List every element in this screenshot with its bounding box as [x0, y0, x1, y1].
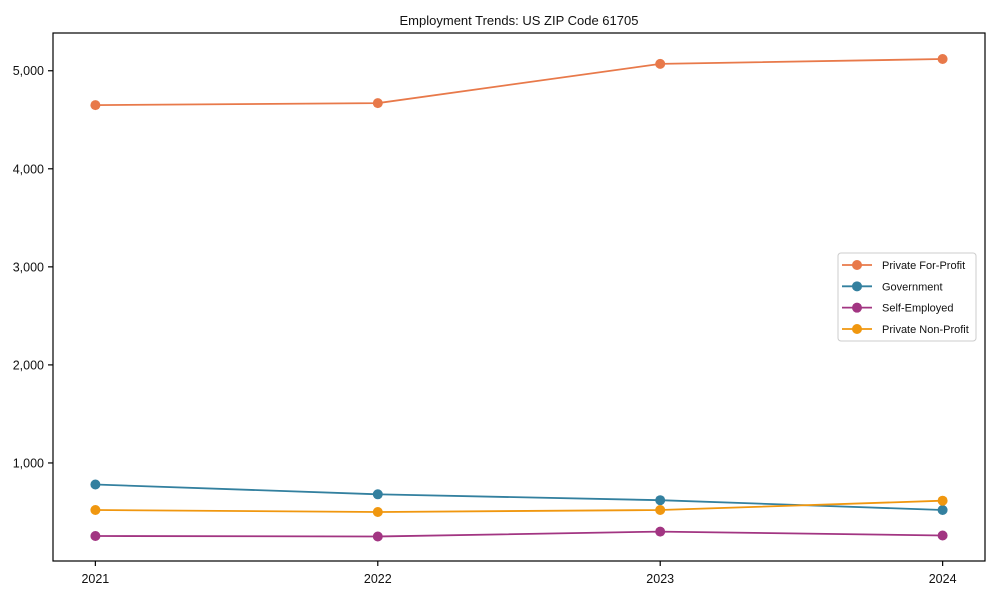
- legend-marker: [852, 281, 862, 292]
- data-point-government: [372, 489, 383, 500]
- series-line-private-non-profit: [95, 499, 943, 513]
- legend-label: Self-Employed: [882, 303, 954, 315]
- data-point-private-for-profit: [937, 54, 948, 64]
- y-tick-label: 3,000: [13, 260, 44, 274]
- series-line-private-for-profit: [95, 58, 943, 106]
- data-point-private-for-profit: [372, 98, 383, 109]
- legend-label: Government: [882, 281, 943, 293]
- data-point-self-employed: [90, 531, 101, 541]
- data-point-government: [655, 495, 666, 506]
- legend: Private For-Profit Government Self-Employe…: [837, 252, 977, 342]
- plot-border: [52, 32, 986, 562]
- legend-marker: [852, 302, 862, 313]
- series-layer: [90, 54, 948, 542]
- data-point-self-employed: [937, 530, 948, 541]
- y-tick-label: 1,000: [13, 456, 44, 470]
- data-point-private-for-profit: [90, 100, 101, 111]
- legend-label: Private For-Profit: [882, 260, 965, 272]
- data-point-private-non-profit: [937, 495, 948, 506]
- x-tick-label: 2022: [364, 572, 392, 586]
- data-point-self-employed: [655, 526, 666, 537]
- data-point-private-non-profit: [90, 505, 101, 515]
- data-point-private-for-profit: [655, 58, 666, 69]
- data-point-private-non-profit: [655, 505, 666, 515]
- y-tick-label: 2,000: [13, 358, 44, 372]
- data-point-private-non-profit: [372, 507, 383, 517]
- series-line-government: [95, 483, 943, 511]
- chart-title: Employment Trends: US ZIP Code 61705: [400, 13, 639, 28]
- legend-label: Private Non-Profit: [882, 324, 969, 336]
- data-point-government: [937, 505, 948, 515]
- x-axis: 2021 2022 2023 2024: [81, 561, 957, 586]
- legend-box: [837, 252, 977, 342]
- data-point-government: [90, 479, 101, 490]
- y-tick-label: 5,000: [13, 64, 44, 78]
- y-axis: 1,000 2,000 3,000 4,000 5,000: [13, 64, 53, 470]
- legend-marker: [852, 323, 862, 334]
- data-point-self-employed: [372, 531, 383, 542]
- x-tick-label: 2024: [929, 572, 957, 586]
- x-tick-label: 2023: [646, 572, 674, 586]
- y-tick-label: 4,000: [13, 162, 44, 176]
- series-line-self-employed: [95, 530, 943, 538]
- x-tick-label: 2021: [81, 572, 109, 586]
- legend-marker: [852, 260, 862, 270]
